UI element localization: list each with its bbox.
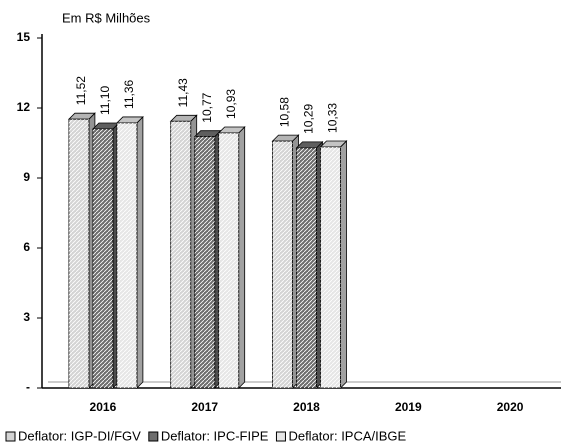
- y-tick-label: 15: [17, 30, 31, 44]
- bar-face: [340, 140, 347, 389]
- value-label: 10,33: [326, 103, 340, 133]
- bar-face: [116, 122, 137, 388]
- bar: [115, 115, 144, 389]
- bar-face: [320, 146, 341, 388]
- y-tick-label: 9: [23, 170, 30, 184]
- legend-swatch: [5, 431, 16, 442]
- bar: [319, 140, 348, 389]
- bar-face: [136, 115, 144, 389]
- chart-subtitle: Em R$ Milhões: [62, 10, 151, 25]
- legend-label: Deflator: IPCA/IBGE: [288, 428, 406, 443]
- legend-label: Deflator: IPC-FIPE: [161, 428, 269, 443]
- y-tick-label: -: [26, 380, 30, 394]
- bar-face: [194, 136, 215, 388]
- value-label: 11,10: [98, 86, 112, 115]
- bar-face: [68, 119, 89, 388]
- legend-label: Deflator: IGP-DI/FGV: [18, 428, 141, 443]
- bar-face: [170, 121, 191, 389]
- y-tick-label: 12: [17, 100, 31, 114]
- legend-swatch: [275, 431, 286, 442]
- bar: [67, 112, 96, 389]
- bar-face: [272, 141, 293, 388]
- bar: [271, 134, 300, 389]
- value-label: 11,52: [74, 76, 88, 105]
- x-tick-label: 2017: [191, 400, 218, 414]
- bar-face: [92, 129, 113, 388]
- x-tick-label: 2020: [497, 400, 524, 414]
- value-label: 10,93: [224, 89, 238, 119]
- value-label: 10,29: [302, 104, 316, 134]
- bar: [169, 114, 198, 389]
- x-tick-label: 2019: [395, 400, 422, 414]
- bar-face: [238, 126, 246, 389]
- bar-face: [296, 147, 317, 388]
- bar-face: [218, 132, 239, 388]
- y-tick-label: 3: [23, 310, 30, 324]
- x-tick-label: 2016: [90, 400, 117, 414]
- x-tick-label: 2018: [293, 400, 320, 414]
- bar: [217, 126, 246, 389]
- value-label: 11,43: [176, 78, 190, 107]
- bar: [295, 140, 324, 389]
- value-label: 11,36: [122, 79, 136, 108]
- value-label: 10,58: [278, 97, 292, 127]
- legend-swatch: [148, 431, 159, 442]
- value-label: 10,77: [200, 92, 214, 122]
- y-tick-label: 6: [23, 240, 30, 254]
- bar: [193, 129, 222, 389]
- bar: [91, 122, 120, 389]
